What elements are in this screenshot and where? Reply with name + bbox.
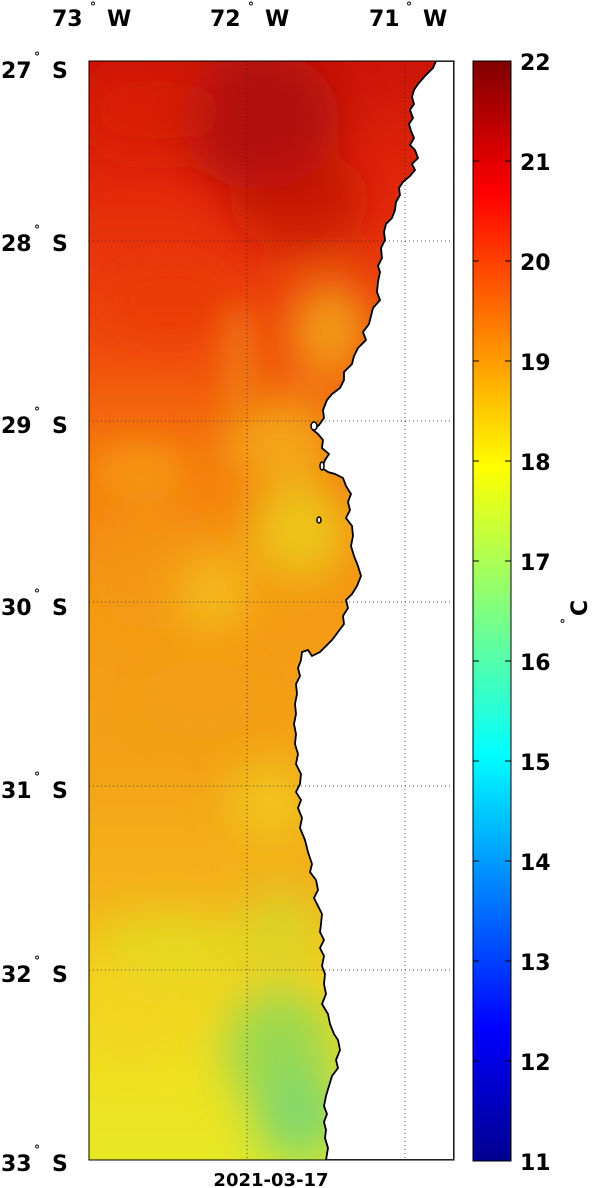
colorbar: 22 21 20 19 18 17 16 15 14 13 12 11 ° C: [472, 51, 593, 1176]
degree-symbol: °: [34, 587, 40, 601]
degree-symbol: °: [559, 618, 573, 624]
unit-letter: C: [568, 600, 593, 616]
degree-symbol: °: [406, 0, 412, 14]
colorbar-tick-label: 18: [520, 451, 551, 476]
colorbar-tick-label: 11: [520, 1151, 551, 1176]
graticule: [89, 61, 454, 1160]
degree-symbol: °: [34, 50, 40, 64]
degree-symbol: °: [34, 223, 40, 237]
degree-symbol: °: [34, 405, 40, 419]
lat-label-hem: S: [52, 414, 68, 439]
lat-label-hem: S: [52, 1152, 68, 1177]
degree-symbol: °: [34, 1143, 40, 1157]
lat-label-hem: S: [52, 596, 68, 621]
colorbar-tick-label: 15: [520, 751, 551, 776]
colorbar-tick-label: 12: [520, 1051, 551, 1076]
colorbar-tick-label: 17: [520, 551, 551, 576]
island: [319, 461, 325, 471]
latitude-labels: 27 ° S 28 ° S 29 ° S 30 ° S 31 ° S 32 ° …: [1, 50, 68, 1177]
date-label: 2021-03-17: [213, 1170, 328, 1188]
lat-label-deg: 31: [1, 779, 32, 804]
colorbar-gradient: [472, 60, 512, 1162]
colorbar-tick-label: 20: [520, 251, 551, 276]
lat-label-hem: S: [52, 779, 68, 804]
lat-label-deg: 32: [1, 963, 32, 988]
colorbar-tick-label: 13: [520, 951, 551, 976]
lat-label-deg: 27: [1, 59, 32, 84]
island: [316, 516, 322, 524]
lat-label-hem: S: [52, 59, 68, 84]
colorbar-tick-label: 16: [520, 651, 551, 676]
lon-label-deg: 71: [369, 7, 400, 32]
colorbar-ticks: [473, 160, 511, 1062]
lat-label-deg: 29: [1, 414, 32, 439]
colorbar-tick-label: 22: [520, 51, 551, 76]
degree-symbol: °: [34, 770, 40, 784]
colorbar-tick-label: 14: [520, 851, 551, 876]
lat-label-deg: 30: [1, 596, 32, 621]
longitude-labels: 73 ° W 72 ° W 71 ° W: [52, 0, 447, 32]
lat-label-hem: S: [52, 232, 68, 257]
map-frame: [88, 60, 455, 1161]
lon-label-hem: W: [107, 7, 131, 32]
lon-label-hem: W: [423, 7, 447, 32]
lon-label-hem: W: [265, 7, 289, 32]
colorbar-tick-label: 21: [520, 151, 551, 176]
land: [293, 61, 454, 1160]
degree-symbol: °: [34, 954, 40, 968]
lat-label-deg: 33: [1, 1152, 32, 1177]
island: [310, 421, 318, 431]
lon-label-deg: 72: [210, 7, 241, 32]
degree-symbol: °: [248, 0, 254, 14]
lat-label-hem: S: [52, 963, 68, 988]
colorbar-unit: ° C: [559, 600, 593, 624]
lon-label-deg: 73: [52, 7, 83, 32]
colorbar-tick-label: 19: [520, 351, 551, 376]
degree-symbol: °: [90, 0, 96, 14]
lat-label-deg: 28: [1, 232, 32, 257]
sst-field: [89, 61, 454, 1160]
